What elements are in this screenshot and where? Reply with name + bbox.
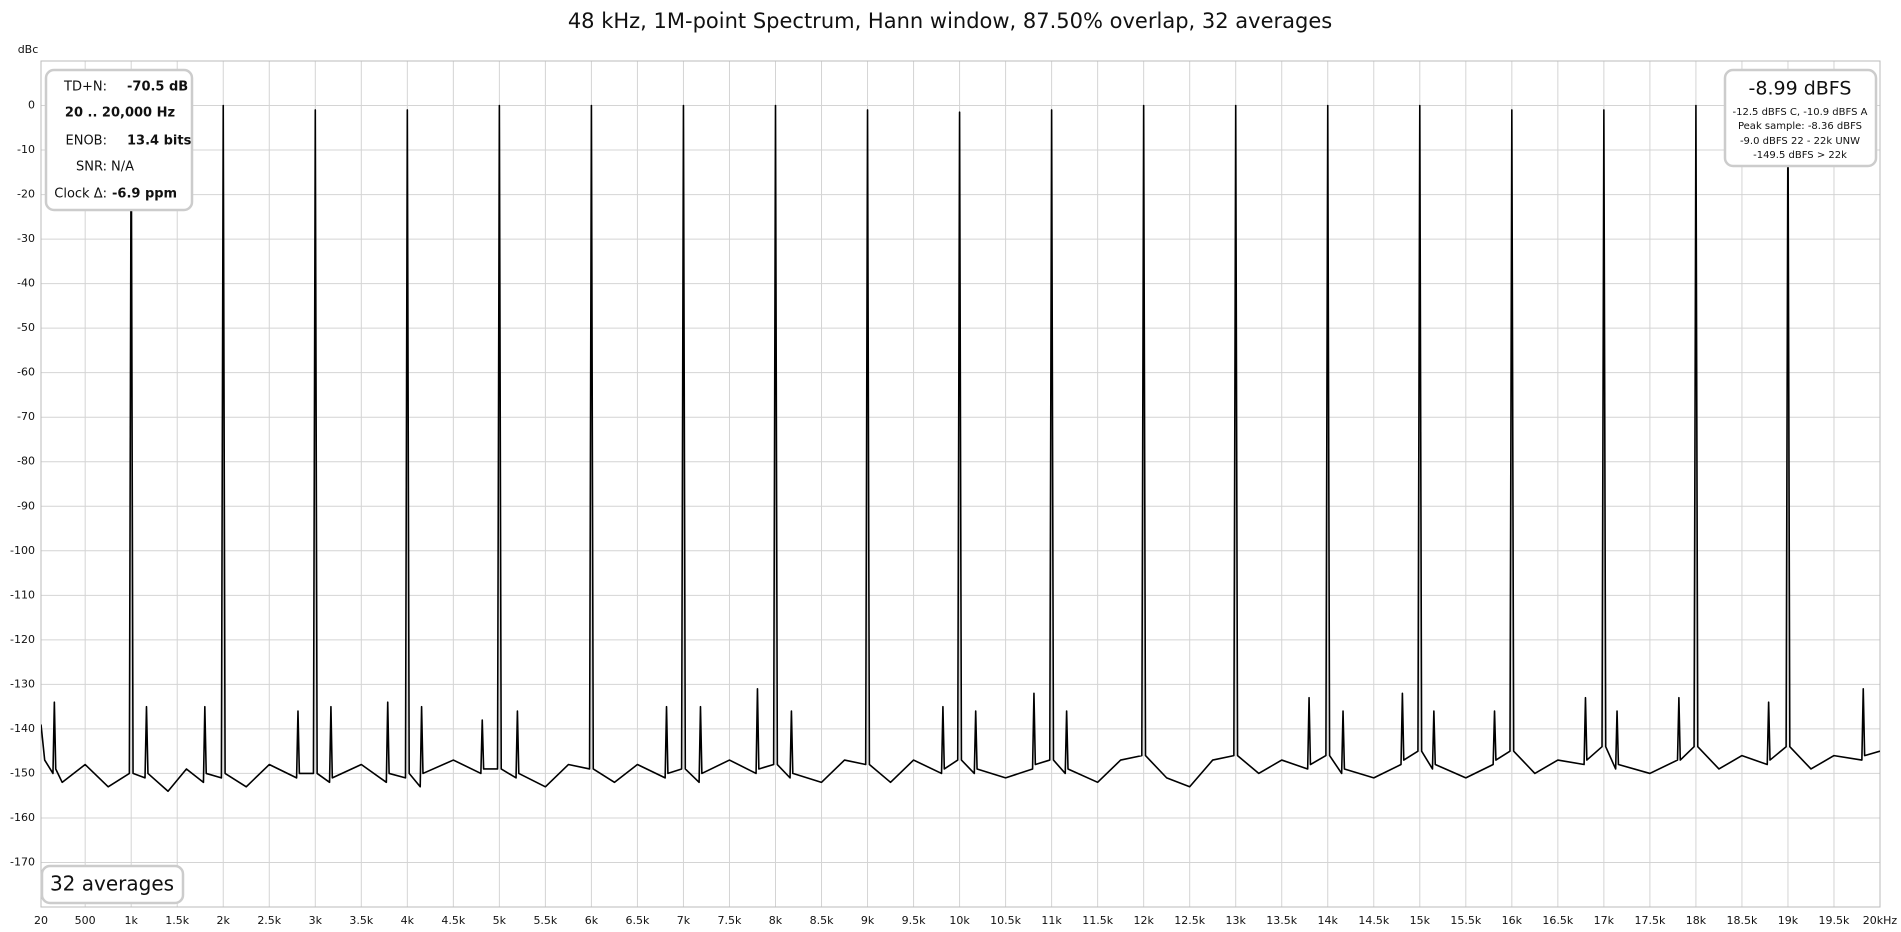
x-tick-label: 2.5k [257, 914, 281, 927]
x-tick-label: 15.5k [1450, 914, 1481, 927]
x-tick-label: 8.5k [810, 914, 834, 927]
x-tick-label: 6k [585, 914, 599, 927]
info-value: 13.4 bits [127, 134, 192, 149]
x-tick-label: 8k [769, 914, 783, 927]
y-tick-label: -120 [10, 633, 35, 646]
level-line: -12.5 dBFS C, -10.9 dBFS A [1733, 107, 1868, 118]
info-right: -8.99 dBFS -12.5 dBFS C, -10.9 dBFS A Pe… [1723, 68, 1878, 168]
y-tick-label: -40 [17, 277, 35, 290]
y-tick-label: -20 [17, 188, 35, 201]
x-tick-label: 12.5k [1174, 914, 1205, 927]
y-tick-label: -170 [10, 855, 35, 868]
x-tick-label: 18k [1686, 914, 1707, 927]
x-tick-label: 500 [75, 914, 96, 927]
x-tick-label: 5.5k [533, 914, 557, 927]
plot-frame [40, 60, 1881, 908]
level-line: Peak sample: -8.36 dBFS [1738, 121, 1862, 132]
x-tick-label: 14k [1318, 914, 1339, 927]
x-tick-label: 7k [677, 914, 691, 927]
y-tick-label: -100 [10, 544, 35, 557]
level: -8.99 dBFS [1749, 78, 1852, 100]
x-tick-label: 1k [125, 914, 139, 927]
y-tick-label: -10 [17, 143, 35, 156]
y-tick-label: 0 [28, 99, 35, 112]
y-tick-label: -140 [10, 722, 35, 735]
y-tick-label: -70 [17, 410, 35, 423]
x-tick-label: 3k [309, 914, 323, 927]
x-tick-label: 19.5k [1819, 914, 1850, 927]
x-tick-label: 10k [949, 914, 970, 927]
info-value: N/A [111, 160, 134, 175]
info-label: Clock Δ: [54, 187, 107, 202]
y-tick-label: -150 [10, 766, 35, 779]
x-tick-label: 5k [493, 914, 507, 927]
info-value: -70.5 dB [127, 80, 188, 95]
x-tick-label: 17k [1594, 914, 1615, 927]
x-tick-label: 4.5k [441, 914, 465, 927]
x-tick-label: 2k [217, 914, 231, 927]
info-value: -6.9 ppm [112, 187, 177, 202]
x-tick-label: 16k [1502, 914, 1523, 927]
x-tick-label: 18.5k [1726, 914, 1757, 927]
x-tick-label: 9k [861, 914, 875, 927]
x-tick-label: 15k [1410, 914, 1431, 927]
badge: 32 averages [40, 864, 185, 905]
x-tick-label: 11.5k [1082, 914, 1113, 927]
y-tick-label: -130 [10, 677, 35, 690]
info-value: 20 .. 20,000 Hz [65, 106, 175, 121]
x-tick-label: 16.5k [1542, 914, 1573, 927]
level-line: -149.5 dBFS > 22k [1753, 150, 1847, 161]
chart-title: 48 kHz, 1M-point Spectrum, Hann window, … [568, 9, 1332, 33]
x-tick-label: 19k [1778, 914, 1799, 927]
y-tick-label: -60 [17, 366, 35, 379]
spectrum-line [41, 104, 1880, 793]
x-tick-label: 20 [34, 914, 48, 927]
plot-area [41, 104, 1880, 793]
x-tick-label: 7.5k [718, 914, 742, 927]
x-tick-label: 3.5k [349, 914, 373, 927]
y-tick-label: -80 [17, 455, 35, 468]
info-box [44, 68, 194, 212]
info-label: SNR: [76, 160, 107, 175]
y-tick-label: -160 [10, 811, 35, 824]
y-tick-label: -90 [17, 499, 35, 512]
y-tick-label: -30 [17, 232, 35, 245]
info-box [1723, 68, 1878, 168]
y-unit: dBc [18, 43, 39, 56]
x-tick-label: 14.5k [1358, 914, 1389, 927]
y-tick-label: -50 [17, 321, 35, 334]
x-tick-label: 1.5k [165, 914, 189, 927]
info-label: ENOB: [66, 134, 107, 149]
y-tick-label: -110 [10, 588, 35, 601]
badge-box [40, 864, 185, 905]
x-tick-label: 4k [401, 914, 415, 927]
info-left: TD+N: -70.5 dB 20 .. 20,000 Hz ENOB: 13.… [44, 68, 194, 212]
x-tick-label: 12k [1133, 914, 1154, 927]
badge-text: 32 averages [50, 872, 174, 896]
x-tick-label: 20kHz [1863, 914, 1898, 927]
x-tick-label: 10.5k [990, 914, 1021, 927]
x-tick-label: 13.5k [1266, 914, 1297, 927]
x-tick-label: 13k [1226, 914, 1247, 927]
x-tick-label: 11k [1041, 914, 1062, 927]
info-label: TD+N: [63, 80, 107, 95]
x-tick-label: 17.5k [1634, 914, 1665, 927]
x-tick-label: 9.5k [902, 914, 926, 927]
x-tick-label: 6.5k [625, 914, 649, 927]
level-line: -9.0 dBFS 22 - 22k UNW [1740, 136, 1860, 147]
